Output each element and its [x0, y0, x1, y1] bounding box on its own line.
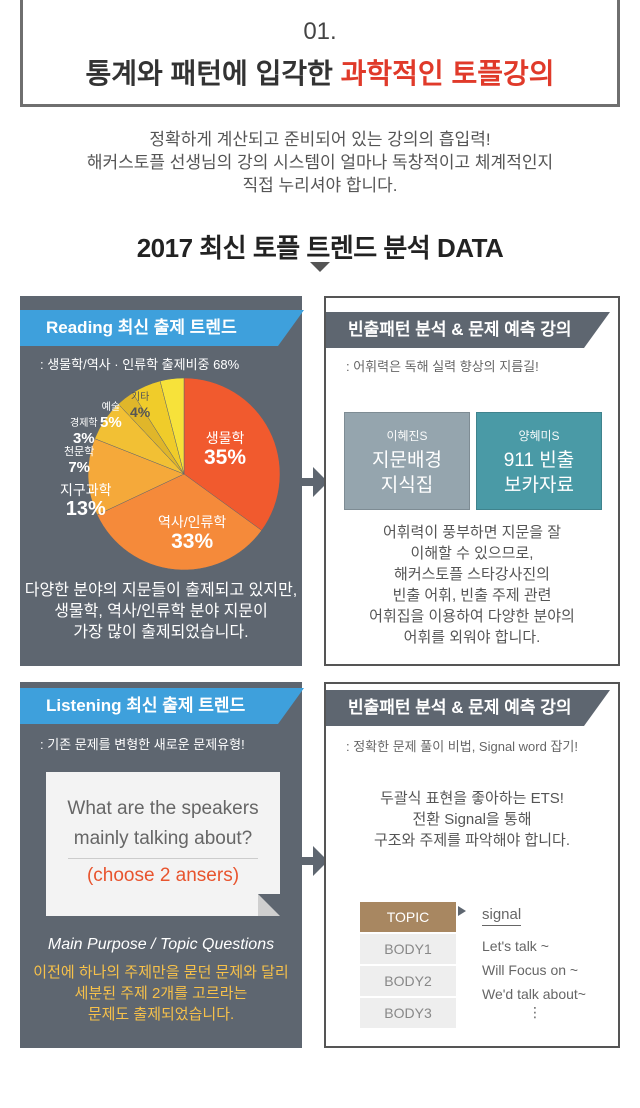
reading-tag: Reading 최신 출제 트렌드 [20, 310, 304, 346]
slice-label: 천문학 7% [64, 446, 94, 476]
desc-line: 해커스토플 스타강사진의 [394, 566, 550, 583]
listening-lecture-subtitle: : 정확한 문제 풀이 비법, Signal word 잡기! [346, 739, 578, 754]
listening-subtitle: : 기존 문제를 변형한 새로운 문제유형! [40, 737, 245, 752]
book-title-line: 지식집 [380, 475, 434, 496]
question-text: What are the speakers mainly talking abo… [46, 794, 280, 854]
book-card: 이혜진S 지문배경 지식집 [344, 412, 470, 510]
desc-line: 어휘력이 풍부하면 지문을 잘 [382, 524, 562, 541]
body-row: BODY3 [360, 998, 456, 1028]
title-box: 01. 통계와 패턴에 입각한 과학적인 토플강의 [20, 0, 620, 107]
intro-text: 정확하게 계산되고 준비되어 있는 강의의 흡입력! 해커스토플 선생님의 강의… [0, 128, 640, 197]
book-title-line: 지문배경 [372, 450, 442, 471]
slice-value: 4% [130, 403, 151, 420]
signal-phrase: Will Focus on ~ [482, 962, 579, 978]
section-number: 01. [303, 18, 337, 45]
down-arrow-icon [310, 262, 330, 272]
desc-line: 가장 많이 출제되었습니다. [73, 624, 249, 641]
desc-line: 문제도 출제되었습니다. [87, 1006, 235, 1023]
reading-lecture-description: 어휘력이 풍부하면 지문을 잘 이해할 수 있으므로, 해커스토플 스타강사진의… [326, 522, 618, 648]
reading-panel: Reading 최신 출제 트렌드 : 생물학/역사 · 인류학 출제비중 68… [20, 296, 304, 666]
slice-label: 역사/인류학 33% [158, 514, 226, 554]
arrow-stem [302, 478, 314, 486]
slice-name: 천문학 [64, 446, 95, 458]
reading-lecture-subtitle: : 어휘력은 독해 실력 향상의 지름길! [346, 359, 539, 374]
listening-lecture-panel: 빈출패턴 분석 & 문제 예측 강의 : 정확한 문제 풀이 비법, Signa… [324, 682, 620, 1048]
slice-value: 33% [171, 530, 214, 554]
arrow-stem [302, 857, 314, 865]
slice-name: 기타 [130, 392, 150, 403]
reading-description: 다양한 분야의 지문들이 출제되고 있지만, 생물학, 역사/인류학 분야 지문… [20, 580, 302, 643]
reading-lecture-panel: 빈출패턴 분석 & 문제 예측 강의 : 어휘력은 독해 실력 향상의 지름길!… [324, 296, 620, 666]
desc-line: 이해할 수 있으므로, [410, 545, 534, 562]
desc-line: 전환 Signal을 통해 [412, 811, 532, 828]
listening-lecture-tag: 빈출패턴 분석 & 문제 예측 강의 [326, 690, 610, 726]
desc-line: 생물학, 역사/인류학 분야 지문이 [54, 603, 268, 620]
slice-value: 13% [65, 498, 106, 521]
book-title-line: 911 빈출 [503, 450, 575, 471]
slice-label: 지구과학 13% [60, 482, 112, 521]
page-title: 통계와 패턴에 입각한 과학적인 토플강의 [23, 52, 617, 92]
signal-phrase: We'd talk about~ [482, 986, 586, 1002]
desc-line: 세분된 주제 2개를 고르라는 [74, 985, 248, 1002]
slice-value: 3% [72, 429, 95, 447]
pie-slice-1 [96, 473, 263, 571]
topic-table: TOPIC BODY1 BODY2 BODY3 [360, 902, 456, 1030]
listening-italic: Main Purpose / Topic Questions [47, 936, 275, 953]
ellipsis: ⋮ [528, 1004, 542, 1020]
slice-name: 경제학 [70, 418, 98, 429]
signal-label: signal [482, 906, 522, 926]
listening-tag: Listening 최신 출제 트렌드 [20, 688, 304, 724]
divider [68, 858, 258, 859]
intro-line: 정확하게 계산되고 준비되어 있는 강의의 흡입력! [149, 130, 491, 149]
teacher-name: 이혜진S [386, 429, 428, 443]
slice-name: 예술 [101, 402, 121, 413]
body-row: BODY2 [360, 966, 456, 996]
title-plain: 통계와 패턴에 입각한 [85, 58, 341, 89]
pie-slice-0 [183, 377, 281, 531]
slice-label: 예술 5% [100, 402, 122, 431]
listening-lecture-description: 두괄식 표현을 좋아하는 ETS! 전환 Signal을 통해 구조와 주제를 … [326, 788, 618, 851]
slice-name: 생물학 [205, 430, 245, 446]
slice-label: 생물학 35% [204, 430, 246, 470]
desc-line: 다양한 분야의 지문들이 출제되고 있지만, [24, 582, 298, 599]
title-highlight: 과학적인 토플강의 [340, 58, 555, 89]
book-title-line: 보카자료 [504, 475, 574, 496]
book-card: 양혜미S 911 빈출 보카자료 [476, 412, 602, 510]
intro-line: 해커스토플 선생님의 강의 시스템이 얼마나 독창적이고 체계적인지 [86, 153, 554, 172]
choice-text: (choose 2 ansers) [86, 865, 240, 886]
reading-subtitle: : 생물학/역사 · 인류학 출제비중 68% [40, 357, 240, 372]
slice-label: 경제학 3% [70, 418, 98, 447]
arrow-right-icon [458, 906, 466, 916]
desc-line: 두괄식 표현을 좋아하는 ETS! [380, 790, 564, 807]
reading-lecture-tag: 빈출패턴 분석 & 문제 예측 강의 [326, 312, 610, 348]
slice-name: 지구과학 [60, 482, 112, 498]
listening-panel: Listening 최신 출제 트렌드 : 기존 문제를 변형한 새로운 문제유… [20, 682, 304, 1048]
signal-phrase: Let's talk ~ [482, 938, 549, 954]
desc-line: 어휘집을 이용하여 다양한 분야의 [369, 608, 575, 625]
slice-value: 35% [204, 446, 247, 470]
page-fold-icon [258, 894, 280, 916]
slice-name: 역사/인류학 [158, 514, 227, 530]
question-line: mainly talking about? [73, 828, 253, 849]
listening-description: 이전에 하나의 주제만을 묻던 문제와 달리 세분된 주제 2개를 고르라는 문… [20, 962, 302, 1025]
slice-label: 기타 4% [130, 392, 150, 420]
teacher-name: 양혜미S [518, 429, 560, 443]
intro-line: 직접 누리셔야 합니다. [242, 176, 398, 195]
reading-pie-chart: 생물학 35% 역사/인류학 33% 지구과학 13% 천문학 7% 경제학 3… [60, 374, 304, 574]
desc-line: 이전에 하나의 주제만을 묻던 문제와 달리 [33, 964, 289, 981]
pie-slice-2 [87, 438, 185, 516]
slice-value: 7% [68, 458, 91, 476]
pie-svg [87, 377, 281, 571]
question-line: What are the speakers [67, 798, 259, 819]
topic-row: TOPIC [360, 902, 456, 932]
desc-line: 어휘를 외워야 합니다. [403, 629, 541, 646]
desc-line: 빈출 어휘, 빈출 주제 관련 [392, 587, 552, 604]
body-row: BODY1 [360, 934, 456, 964]
question-card: What are the speakers mainly talking abo… [46, 772, 280, 916]
desc-line: 구조와 주제를 파악해야 합니다. [373, 832, 571, 849]
pie-slice-6 [159, 377, 185, 475]
data-title: 2017 최신 토플 트렌드 분석 DATA [136, 233, 504, 263]
slice-value: 5% [100, 413, 122, 431]
